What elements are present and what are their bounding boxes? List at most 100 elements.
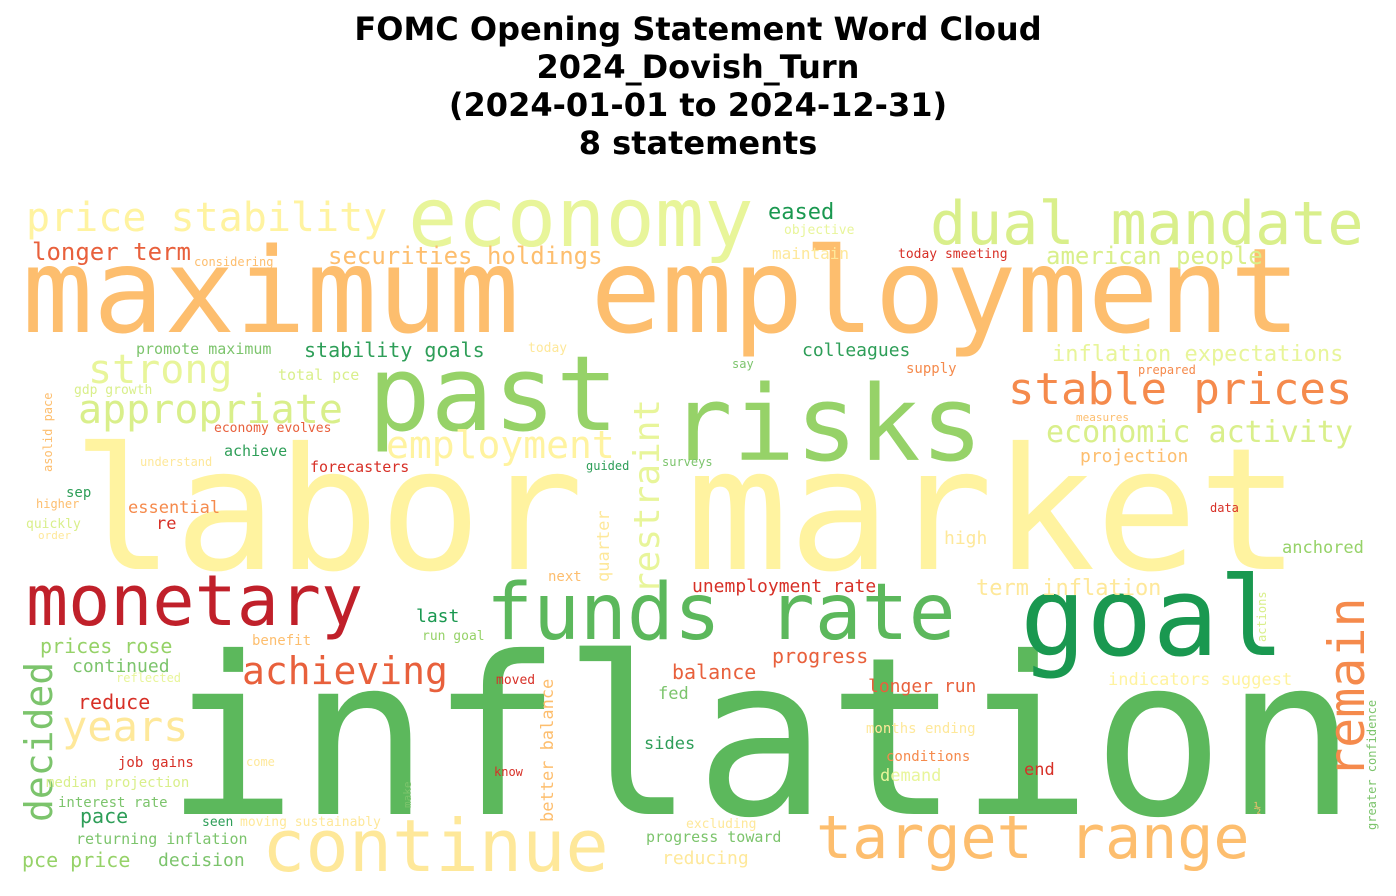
word-longer-run: longer run (868, 676, 977, 697)
word-moved: moved (496, 673, 536, 688)
word-economic-activity: economic activity (1046, 415, 1354, 450)
word-employment: employment (386, 423, 615, 467)
word-unemployment-rate: unemployment rate (692, 576, 877, 597)
word-fed: fed (658, 684, 689, 704)
word-high: high (944, 528, 988, 549)
word-stability-goals: stability goals (304, 338, 485, 362)
word-colleagues: colleagues (802, 340, 911, 361)
word-half-symbol: ½ (1254, 801, 1262, 815)
word-dual-mandate: dual mandate (930, 190, 1364, 259)
word-say: say (732, 357, 754, 371)
word-sides: sides (644, 734, 696, 754)
word-maintain: maintain (772, 244, 850, 263)
word-greater-confidence: greater confidence (1365, 699, 1379, 830)
word-decision: decision (158, 850, 245, 871)
word-funds-rate: funds rate (486, 568, 956, 658)
word-economy-evolves: economy evolves (214, 421, 332, 436)
word-asolid-pace: asolid pace (41, 392, 55, 472)
word-securities-holdings: securities holdings (328, 242, 603, 270)
word-today: today (528, 341, 568, 356)
word-longer-term: longer term (32, 238, 191, 266)
word-progress: progress (772, 644, 869, 668)
word-promote-maximum: promote maximum (136, 340, 272, 358)
word-economy: economy (408, 190, 754, 266)
figure-title: FOMC Opening Statement Word Cloud 2024_D… (0, 10, 1396, 162)
word-median-projection: median projection (46, 775, 190, 791)
word-progress-toward: progress toward (646, 828, 782, 846)
word-total-pce: total pce (278, 366, 360, 384)
word-next: next (548, 569, 582, 585)
word-come: come (246, 755, 275, 769)
word-today-smeeting: today smeeting (898, 247, 1008, 262)
word-american-people: american people (1046, 242, 1263, 270)
word-target-range: target range (816, 803, 1250, 873)
word-job-gains: job gains (118, 755, 194, 771)
title-line-1: FOMC Opening Statement Word Cloud (354, 10, 1042, 48)
word-make: make (401, 781, 414, 809)
word-higher: higher (36, 497, 80, 511)
word-benefit: benefit (252, 633, 312, 649)
word-continue: continue (262, 804, 609, 880)
word-conditions: conditions (886, 749, 971, 765)
word-monetary: monetary (26, 560, 364, 642)
word-labor-market: labor market (72, 412, 1301, 610)
word-surveys: surveys (662, 455, 713, 469)
word-reducing: reducing (662, 848, 749, 869)
word-achieve: achieve (224, 442, 288, 460)
word-goal: goal (1020, 553, 1285, 681)
word-last: last (416, 606, 460, 627)
word-better-balance: better balance (538, 678, 558, 822)
word-risks: risks (670, 363, 984, 485)
word-sep: sep (66, 485, 92, 501)
word-moving-sustainably: moving sustainably (240, 815, 381, 830)
word-eased: eased (768, 200, 835, 225)
word-considering: considering (194, 255, 274, 269)
word-balance: balance (672, 660, 757, 684)
word-measures: measures (1076, 411, 1129, 424)
word-maximum-employment: maximum employment (22, 222, 1301, 360)
word-gdp-growth: gdp growth (74, 383, 153, 398)
word-quickly: quickly (26, 517, 81, 532)
word-past: past (368, 333, 619, 455)
word-prices-rose: prices rose (40, 634, 173, 658)
word-achieving: achieving (242, 649, 448, 693)
word-re: re (156, 514, 177, 534)
word-price-stability: price stability (26, 195, 388, 241)
word-quarter: quarter (594, 510, 614, 582)
word-supply: supply (906, 361, 957, 377)
word-pace: pace (80, 804, 129, 828)
word-term-inflation: term inflation (976, 576, 1162, 601)
word-stable-prices: stable prices (1008, 364, 1353, 415)
word-years: years (62, 702, 189, 751)
word-reduce: reduce (78, 690, 151, 714)
word-guided: guided (586, 459, 630, 473)
title-line-3: (2024-01-01 to 2024-12-31) (448, 86, 948, 124)
word-appropriate: appropriate (78, 387, 343, 433)
title-line-4: 8 statements (578, 124, 818, 162)
title-line-2: 2024_Dovish_Turn (536, 48, 860, 86)
word-demand: demand (880, 766, 942, 786)
word-data: data (1210, 501, 1239, 515)
word-interest-rate: interest rate (58, 795, 168, 811)
word-inflation: inflation (165, 610, 1358, 866)
word-run-goal: run goal (422, 629, 485, 644)
word-order: order (38, 529, 72, 542)
word-prepared: prepared (1138, 363, 1196, 377)
word-projection: projection (1080, 446, 1189, 467)
word-essential: essential (128, 498, 221, 518)
word-pce-price: pce price (22, 848, 131, 872)
word-returning-inflation: returning inflation (76, 830, 248, 848)
word-know: know (494, 765, 523, 779)
word-months-ending: months ending (866, 721, 976, 737)
word-continued: continued (72, 656, 170, 677)
word-actions: actions (1255, 591, 1269, 642)
word-restraint: restraint (627, 398, 668, 594)
word-strong: strong (88, 347, 233, 393)
word-objective: objective (784, 223, 855, 238)
word-inflation-expectations: inflation expectations (1052, 342, 1344, 367)
word-decided: decided (20, 661, 61, 822)
word-reflected: reflected (116, 671, 182, 685)
word-forecasters: forecasters (310, 458, 410, 476)
word-seen: seen (202, 815, 234, 830)
word-excluding: excluding (686, 817, 757, 832)
